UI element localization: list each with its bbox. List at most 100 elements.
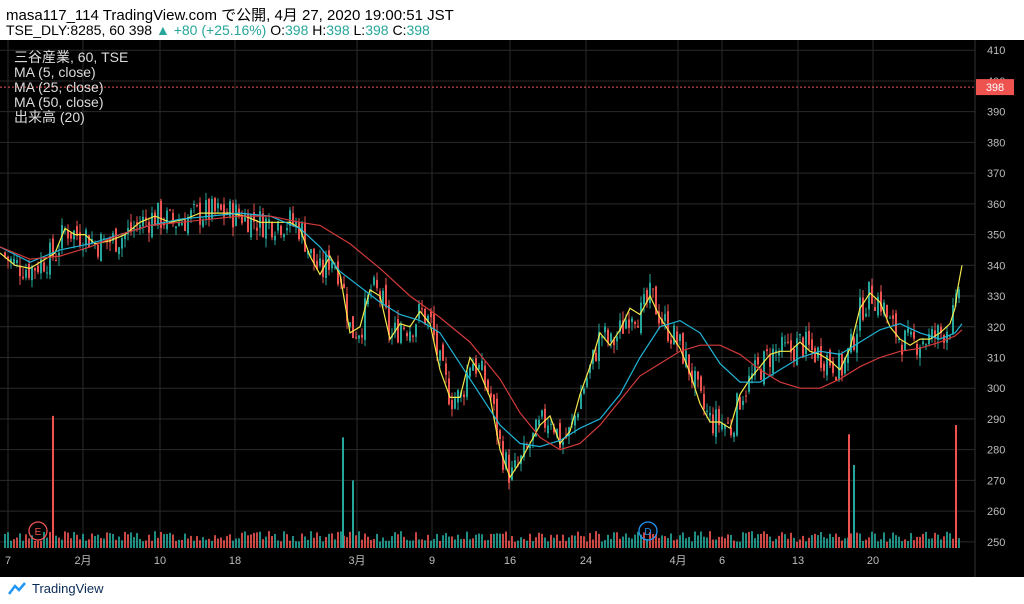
volume-bar [739,541,741,548]
volume-bar [688,537,690,548]
candle-body [37,265,39,273]
volume-bar [421,539,423,548]
volume-bar [685,538,687,548]
volume-bar [565,541,567,548]
volume-bar [28,538,30,548]
y-tick-label: 250 [987,537,1005,549]
candle-body [424,308,426,325]
volume-bar [775,538,777,548]
volume-bar [883,532,885,548]
candle-body [577,413,579,418]
volume-bar [859,533,861,548]
candle-body [682,333,684,364]
volume-bar [124,531,126,548]
volume-bar [235,538,237,548]
volume-bar [760,533,762,548]
price-change: ▲ +80 (+25.16%) [155,22,267,38]
candle-body [772,348,774,374]
candle-body [826,355,828,376]
volume-bar [181,539,183,548]
candle-body [559,423,561,448]
candle-body [118,247,120,255]
candle-body [28,263,30,279]
volume-bar [313,537,315,548]
volume-bar [478,533,480,548]
volume-bar [559,540,561,548]
y-tick-label: 410 [987,45,1005,57]
candle-body [172,212,174,223]
tradingview-logo[interactable]: TradingView [8,581,104,596]
legend-ma5[interactable]: MA (5, close) [14,64,96,80]
candle-body [745,395,747,397]
candle-body [778,352,780,356]
volume-bar [628,537,630,548]
legend-volume[interactable]: 出来高 (20) [14,109,85,125]
candle-body [601,336,603,338]
candle-body [388,304,390,336]
candle-body [184,220,186,231]
volume-bar [889,538,891,548]
volume-bar [727,534,729,548]
candle-body [130,222,132,232]
volume-bar [364,533,366,548]
volume-bar [958,538,960,548]
volume-bar [895,535,897,548]
volume-bar [751,531,753,548]
volume-bar [301,533,303,548]
volume-bar [208,538,210,548]
candle-body [907,328,909,333]
volume-bar [823,537,825,548]
volume-bar [58,537,60,548]
volume-bar [553,537,555,548]
candle-body [544,408,546,428]
candle-body [583,388,585,394]
volume-bar [187,538,189,548]
volume-bar [295,541,297,548]
volume-bar [772,541,774,548]
volume-bar [640,534,642,548]
volume-bar [829,533,831,548]
volume-bar [568,537,570,548]
volume-bar [145,540,147,548]
volume-bar [919,537,921,548]
candle-body [127,227,129,235]
volume-bar [238,538,240,548]
volume-bar [286,534,288,548]
candle-body [31,266,33,281]
volume-bar [319,536,321,548]
candle-body [901,344,903,355]
volume-bar [871,531,873,548]
volume-bar [496,533,498,548]
legend-symbol[interactable]: 三谷産業, 60, TSE [14,49,129,65]
volume-bar [121,540,123,548]
volume-bar [325,536,327,548]
volume-bar [85,540,87,548]
legend-ma25[interactable]: MA (25, close) [14,79,104,95]
legend-ma50[interactable]: MA (50, close) [14,94,104,110]
candle-body [523,443,525,457]
candle-body [289,210,291,226]
volume-bar [718,536,720,548]
volume-bar [848,434,850,548]
symbol-name[interactable]: TSE_DLY:8285, 60 [6,22,125,38]
candle-body [244,213,246,222]
volume-bar [490,533,492,548]
volume-bar [862,540,864,548]
candle-body [478,364,480,369]
candle-body [211,198,213,219]
candle-body [718,409,720,425]
volume-bar [820,532,822,548]
candle-body [595,352,597,361]
candle-body [619,320,621,332]
volume-bar [73,531,75,548]
candle-body [16,260,18,264]
candle-body [943,335,945,343]
volume-bar [133,537,135,548]
close-value: 398 [406,22,430,38]
volume-bar [391,536,393,548]
symbol-line: TSE_DLY:8285, 60 398 ▲ +80 (+25.16%) O:3… [6,22,430,38]
volume-bar [664,536,666,548]
x-tick-label: 24 [580,555,592,567]
